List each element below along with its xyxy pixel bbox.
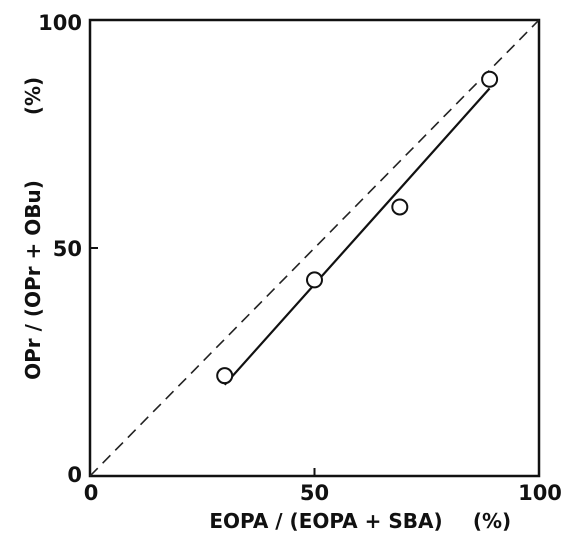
- reference-line: [89, 19, 540, 477]
- y-tick-label-0: 0: [67, 463, 82, 487]
- y-axis-unit: (%): [21, 77, 45, 115]
- x-axis-unit: (%): [473, 509, 511, 533]
- x-tick-label-100: 100: [518, 481, 562, 505]
- data-point-3: [391, 198, 409, 216]
- fit-line: [223, 87, 491, 386]
- data-point-4: [481, 70, 499, 88]
- x-tick-label-50: 50: [300, 481, 329, 505]
- y-tick-label-100: 100: [38, 11, 82, 35]
- data-point-2: [306, 271, 323, 289]
- y-tick-label-50: 50: [53, 237, 82, 261]
- data-point-1: [216, 367, 234, 385]
- x-axis-title: EOPA / (EOPA + SBA): [209, 509, 442, 533]
- data-points: [216, 70, 499, 385]
- y-axis-title: OPr / (OPr + OBu): [21, 180, 45, 380]
- x-tick-label-0: 0: [84, 481, 99, 505]
